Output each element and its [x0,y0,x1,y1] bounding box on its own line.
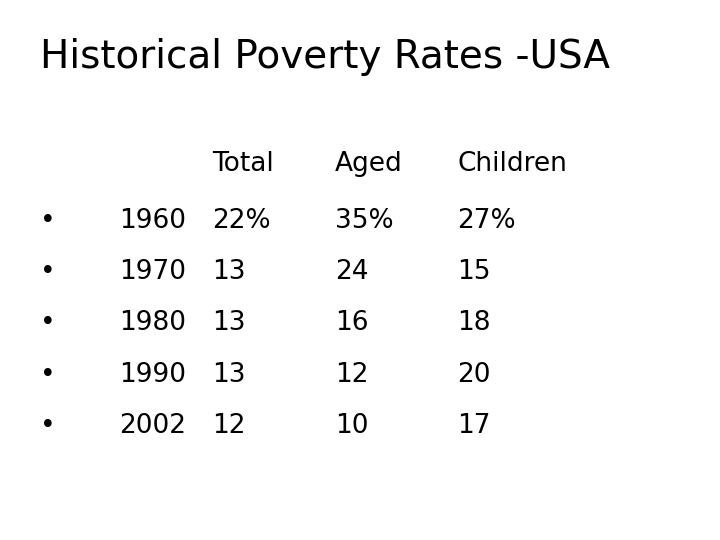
Text: 1970: 1970 [119,259,186,285]
Text: 22%: 22% [212,208,271,234]
Text: 10: 10 [335,413,369,439]
Text: 13: 13 [212,259,246,285]
Text: 24: 24 [335,259,369,285]
Text: 13: 13 [212,362,246,388]
Text: •: • [40,259,55,285]
Text: 1980: 1980 [119,310,186,336]
Text: 13: 13 [212,310,246,336]
Text: 16: 16 [335,310,369,336]
Text: 12: 12 [212,413,246,439]
Text: Total: Total [212,151,274,177]
Text: 1960: 1960 [119,208,186,234]
Text: 12: 12 [335,362,369,388]
Text: 1990: 1990 [119,362,186,388]
Text: Aged: Aged [335,151,402,177]
Text: 15: 15 [457,259,491,285]
Text: 35%: 35% [335,208,393,234]
Text: 27%: 27% [457,208,516,234]
Text: 20: 20 [457,362,491,388]
Text: 18: 18 [457,310,491,336]
Text: •: • [40,362,55,388]
Text: 17: 17 [457,413,491,439]
Text: 2002: 2002 [119,413,186,439]
Text: •: • [40,208,55,234]
Text: •: • [40,310,55,336]
Text: •: • [40,413,55,439]
Text: Historical Poverty Rates -USA: Historical Poverty Rates -USA [40,38,610,76]
Text: Children: Children [457,151,567,177]
